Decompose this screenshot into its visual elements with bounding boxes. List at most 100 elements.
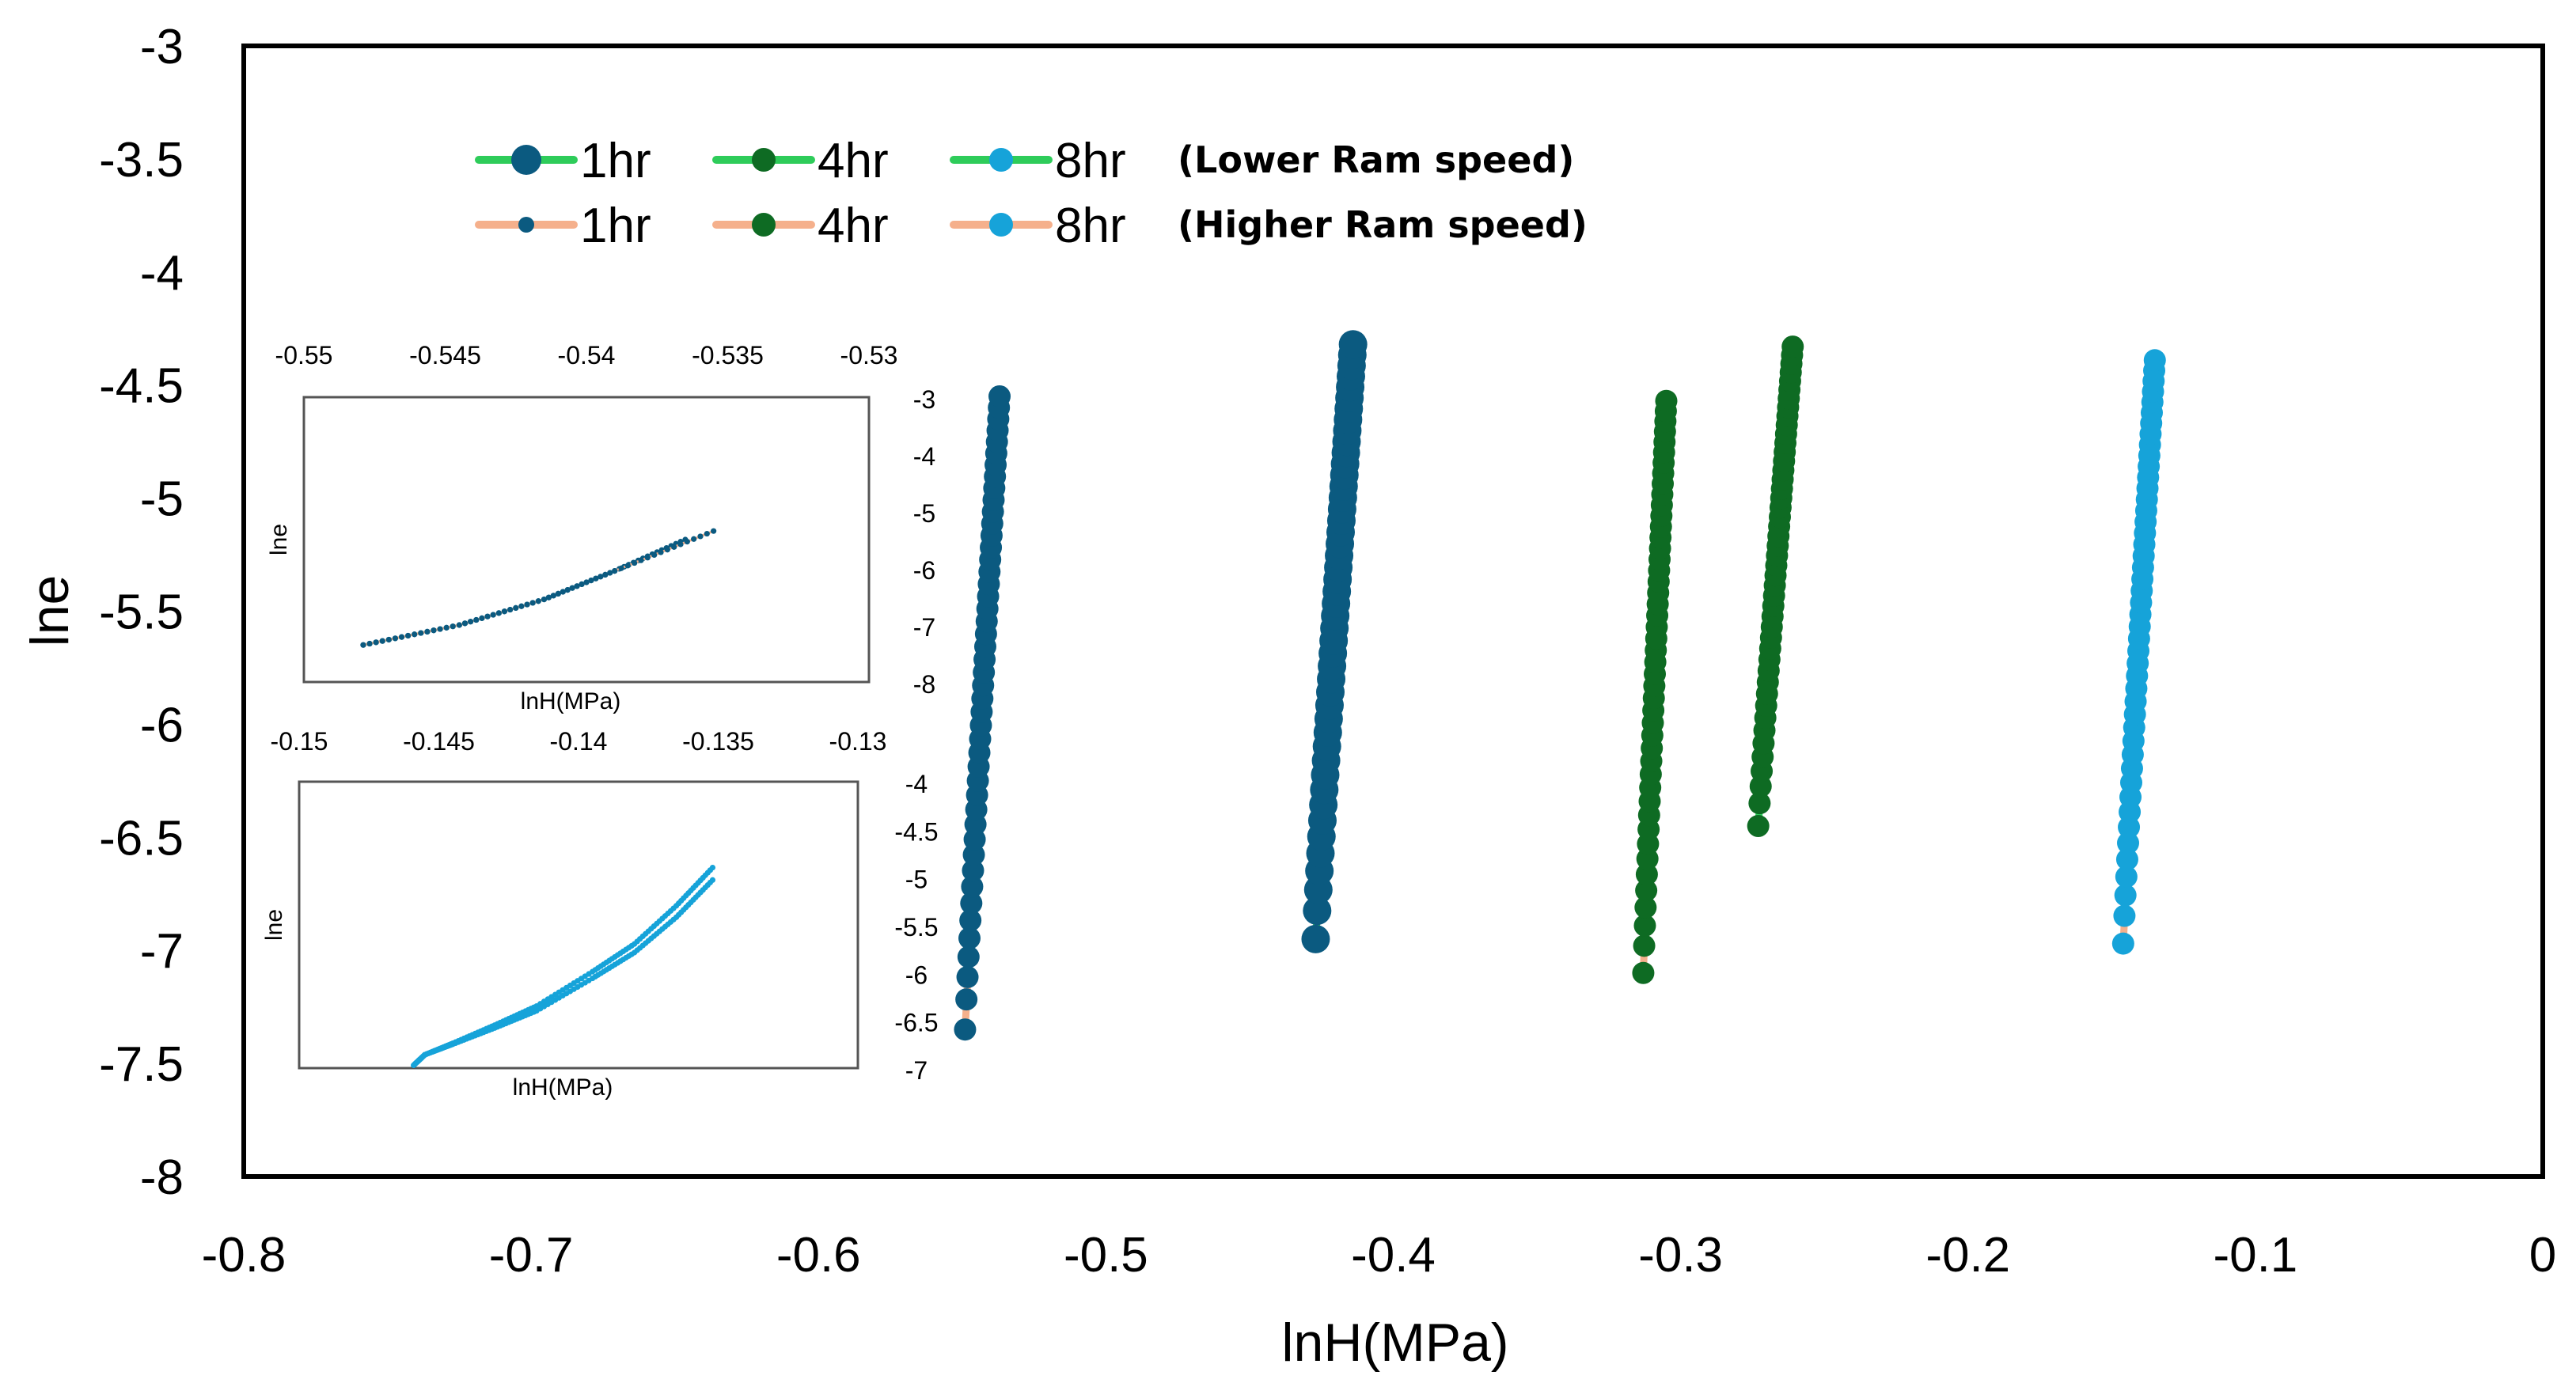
y-tick-label: -8 — [140, 1150, 184, 1205]
inset-data-point — [461, 620, 469, 627]
inset-data-point — [495, 610, 502, 616]
legend-marker — [989, 213, 1013, 237]
data-point — [1338, 330, 1368, 359]
inset-frame — [298, 780, 859, 1070]
x-tick-label: -0.8 — [202, 1228, 286, 1283]
inset-data-point — [555, 590, 561, 597]
x-tick-label: -0.3 — [1638, 1228, 1723, 1283]
inset-frame — [302, 396, 871, 684]
data-point — [988, 385, 1011, 407]
series-3 — [1747, 335, 1804, 838]
legend-label: 1hr — [580, 199, 651, 253]
inset-y-tick-label: -7 — [913, 613, 935, 642]
inset-data-point — [677, 541, 684, 548]
inset-y-tick-label: -4 — [905, 770, 928, 798]
inset-data-point — [484, 613, 491, 620]
data-point — [1633, 914, 1656, 937]
inset-data-point — [684, 539, 690, 545]
inset-data-point — [431, 627, 437, 634]
inset-data-point — [618, 565, 624, 571]
legend-label: 4hr — [818, 134, 889, 188]
inset-x-tick-label: -0.13 — [829, 727, 887, 756]
inset-data-point — [607, 570, 613, 576]
data-point — [954, 1018, 977, 1041]
inset-data-point — [450, 623, 456, 630]
inset-data-point — [535, 598, 541, 604]
x-tick-label: -0.4 — [1351, 1228, 1436, 1283]
inset-y-tick-label: -8 — [913, 670, 935, 699]
data-point — [955, 988, 978, 1011]
inset-data-point — [671, 544, 677, 550]
inset-data-point — [385, 636, 392, 643]
inset-y-tick-label: -4.5 — [894, 817, 938, 846]
legend-label: 8hr — [1055, 134, 1126, 188]
inset-series-1 — [360, 528, 717, 648]
inset-data-point — [501, 608, 508, 615]
inset-data-point — [437, 626, 443, 632]
series-1 — [1301, 330, 1368, 953]
data-point — [1747, 815, 1770, 838]
inset-data-point — [564, 587, 571, 593]
inset-data-point — [598, 574, 604, 580]
inset-data-point — [711, 528, 717, 534]
y-axis-ticks: -3 -3.5 -4 -4.5 -5 -5.5 -6 -6.5 -7 -7.5 -8 — [99, 20, 184, 1205]
series-0 — [954, 385, 1011, 1041]
inset-data-point — [612, 568, 618, 574]
inset-y-tick-label: -6 — [905, 961, 928, 989]
inset-data-point — [507, 606, 514, 613]
legend-marker — [752, 148, 776, 172]
x-tick-label: -0.5 — [1064, 1228, 1148, 1283]
inset-x-tick-label: -0.14 — [550, 727, 608, 756]
inset-data-point — [513, 604, 519, 612]
legend-note: (Higher Ram speed) — [1178, 203, 1588, 246]
inset-data-point — [560, 589, 566, 595]
inset-data-point — [418, 630, 424, 636]
data-point — [2114, 884, 2137, 907]
inset-y-tick-label: -5 — [905, 866, 928, 894]
inset-y-tick-label: -5 — [913, 499, 935, 528]
inset-y-axis-title: lne — [266, 524, 292, 555]
inset-data-point — [456, 622, 462, 628]
inset-data-point — [593, 575, 599, 582]
inset-chart-1hr: -0.55 -0.545 -0.54 -0.535 -0.53 -3 -4 -5 -6 -7 -8 l… — [266, 341, 935, 714]
legend-marker — [752, 213, 776, 237]
x-axis-ticks: -0.8 -0.7 -0.6 -0.5 -0.4 -0.3 -0.2 -0.1 0 — [202, 1228, 2557, 1283]
inset-data-point — [443, 624, 450, 631]
inset-data-point — [632, 559, 638, 566]
inset-data-point — [490, 612, 496, 618]
inset-data-point — [697, 533, 704, 540]
inset-series-1 — [411, 865, 716, 1068]
y-tick-label: -3 — [140, 20, 184, 74]
data-point — [2113, 904, 2136, 927]
data-point — [1635, 879, 1658, 902]
inset-x-axis-title: lnH(MPa) — [521, 688, 621, 714]
inset-data-point — [583, 579, 590, 585]
inset-data-point — [405, 632, 412, 639]
inset-x-tick-label: -0.535 — [692, 341, 764, 369]
inset-data-point — [473, 616, 480, 623]
data-point — [2117, 832, 2140, 854]
data-point — [2143, 349, 2166, 372]
inset-x-tick-label: -0.545 — [409, 341, 481, 369]
inset-x-tick-label: -0.135 — [682, 727, 754, 756]
inset-y-tick-label: -7 — [905, 1056, 928, 1085]
y-tick-label: -4 — [140, 246, 184, 301]
inset-y-tick-label: -6.5 — [894, 1009, 938, 1037]
inset-data-point — [658, 549, 664, 555]
inset-data-point — [468, 619, 474, 625]
inset-data-point — [588, 578, 594, 584]
data-point — [1634, 896, 1657, 919]
data-point — [961, 875, 984, 898]
inset-data-point — [691, 536, 697, 542]
y-tick-label: -6.5 — [99, 811, 184, 866]
inset-x-axis-title: lnH(MPa) — [513, 1074, 613, 1101]
inset-data-point — [664, 547, 670, 553]
inset-data-point — [550, 593, 556, 599]
y-tick-label: -5 — [140, 472, 184, 527]
data-point — [957, 945, 980, 968]
series-4 — [2111, 349, 2166, 955]
legend-marker — [511, 145, 541, 175]
data-point — [959, 909, 982, 932]
inset-data-point — [360, 642, 366, 648]
